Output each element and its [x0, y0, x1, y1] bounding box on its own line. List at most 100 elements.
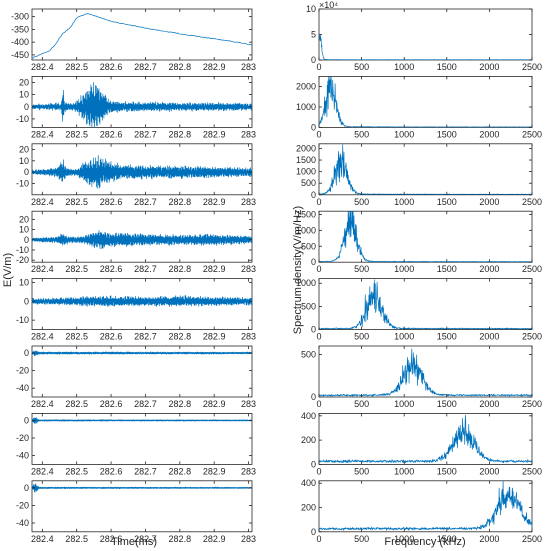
x-tick-label: 1500 [437, 534, 457, 544]
x-tick-label: 0 [316, 399, 321, 409]
y-tick-label: 1000 [296, 167, 316, 177]
y-tick-label: 20 [19, 77, 29, 87]
x-tick-label: 282.7 [134, 264, 157, 274]
right-panel-4: 0 500 1000 1500 0 500 1000 1500 2000 2500 [296, 209, 542, 274]
x-tick-label: 1000 [394, 534, 414, 544]
x-tick-label: 2500 [522, 534, 542, 544]
x-tick-label: 2500 [522, 332, 542, 342]
y-tick-label: -10 [16, 245, 29, 255]
y-tick-label: 200 [301, 503, 316, 513]
y-tick-label: 0 [311, 392, 316, 402]
x-tick-label: 1000 [394, 466, 414, 476]
y-tick-label: 10 [19, 225, 29, 235]
x-tick-label: 282.6 [100, 62, 123, 72]
x-tick-label: 283 [241, 129, 256, 139]
x-tick-label: 1000 [394, 264, 414, 274]
y-tick-label: 0 [24, 296, 29, 306]
x-tick-label: 2000 [479, 534, 499, 544]
x-tick-label: 283 [241, 466, 256, 476]
y-tick-label: -10 [16, 315, 29, 325]
x-tick-label: 282.4 [31, 534, 54, 544]
right-panel-1: 0 5 10 0 500 1000 1500 2000 2500 ×10⁴ [306, 0, 542, 72]
x-tick-label: 0 [316, 534, 321, 544]
x-tick-label: 1000 [394, 399, 414, 409]
x-tick-label: 283 [241, 197, 256, 207]
right-panel-8: 0 200 400 0 500 1000 1500 2000 2500 [301, 478, 542, 544]
y-tick-label: 400 [301, 411, 316, 421]
x-tick-label: 283 [241, 534, 256, 544]
right-series-line [319, 279, 532, 330]
y-tick-label: -40 [16, 518, 29, 528]
x-tick-label: 282.6 [100, 466, 123, 476]
x-tick-label: 282.8 [169, 332, 192, 342]
y-tick-label: -20 [16, 500, 29, 510]
x-tick-label: 283 [241, 332, 256, 342]
y-tick-label: 20 [19, 144, 29, 154]
x-tick-label: 282.6 [100, 399, 123, 409]
right-panel-5: 0 500 1000 0 500 1000 1500 2000 2500 [296, 278, 542, 342]
x-tick-label: 282.8 [169, 62, 192, 72]
y-tick-label: -10 [16, 178, 29, 188]
x-tick-label: 2000 [479, 62, 499, 72]
right-panel-frame [318, 412, 533, 465]
x-tick-label: 2000 [479, 399, 499, 409]
x-tick-label: 1500 [437, 332, 457, 342]
left-series-line [32, 295, 252, 307]
x-tick-label: 0 [316, 129, 321, 139]
x-tick-label: 282.9 [203, 129, 226, 139]
right-x-axis-label: Frequency (kHz) [384, 536, 465, 548]
right-y-axis-label: Spectrum density(V/m/Hz) [292, 206, 304, 334]
x-tick-label: 500 [354, 62, 369, 72]
y-tick-label: 2000 [296, 143, 316, 153]
left-panel-2: -10 0 10 20 282.4 282.5 282.6 282.7 282.8 282.9 28… [16, 76, 256, 139]
x-tick-label: 282.7 [134, 534, 157, 544]
right-series-line [319, 348, 532, 397]
left-panel-5: -10 0 10 282.4 282.5 282.6 282.7 282.8 282.9 283 [16, 277, 256, 341]
x-tick-label: 282.9 [203, 197, 226, 207]
x-tick-label: 283 [241, 62, 256, 72]
left-panel-frame [31, 76, 253, 128]
x-tick-label: 282.5 [65, 332, 88, 342]
x-tick-label: 0 [316, 197, 321, 207]
x-tick-label: 0 [316, 264, 321, 274]
y-tick-label: 1000 [296, 278, 316, 288]
y-tick-label: 500 [301, 350, 316, 360]
y-tick-label: 0 [24, 235, 29, 245]
x-tick-label: 283 [241, 399, 256, 409]
x-tick-label: 282.4 [31, 264, 54, 274]
x-tick-label: 282.5 [65, 466, 88, 476]
y-tick-label: 0 [24, 167, 29, 177]
y-tick-label: -350 [11, 24, 29, 34]
left-panel-1: -450 -400 -350 -300 282.4 282.5 282.6 282.7 282.… [11, 8, 256, 72]
x-tick-label: 282.9 [203, 466, 226, 476]
right-panel-6: 0 500 0 500 1000 1500 2000 2500 [301, 345, 542, 409]
right-panel-frame [318, 76, 533, 128]
x-tick-label: 282.5 [65, 62, 88, 72]
y-tick-label: -450 [11, 50, 29, 60]
right-panel-frame [318, 8, 533, 61]
left-series-line [32, 483, 252, 493]
left-panel-frame [31, 8, 253, 61]
x-tick-label: 282.6 [100, 332, 123, 342]
x-tick-label: 1500 [437, 466, 457, 476]
left-series-line [32, 82, 252, 128]
x-tick-label: 282.8 [169, 197, 192, 207]
y-tick-label: -20 [16, 366, 29, 376]
left-y-axis-label: E(V/m) [2, 253, 14, 287]
y-tick-label: 10 [306, 4, 316, 14]
left-series-line [32, 155, 252, 189]
x-tick-label: 282.8 [169, 264, 192, 274]
right-panel-7: 0 200 400 0 500 1000 1500 2000 2500 [301, 411, 542, 477]
x-tick-label: 2000 [479, 197, 499, 207]
y-tick-label: -400 [11, 37, 29, 47]
y-tick-label: 0 [311, 55, 316, 65]
y-tick-label: 20 [19, 214, 29, 224]
y-tick-label: 500 [301, 301, 316, 311]
y-tick-label: 10 [19, 156, 29, 166]
y-tick-label: 0 [24, 348, 29, 358]
x-tick-label: 282.8 [169, 399, 192, 409]
left-series-line [32, 350, 252, 357]
